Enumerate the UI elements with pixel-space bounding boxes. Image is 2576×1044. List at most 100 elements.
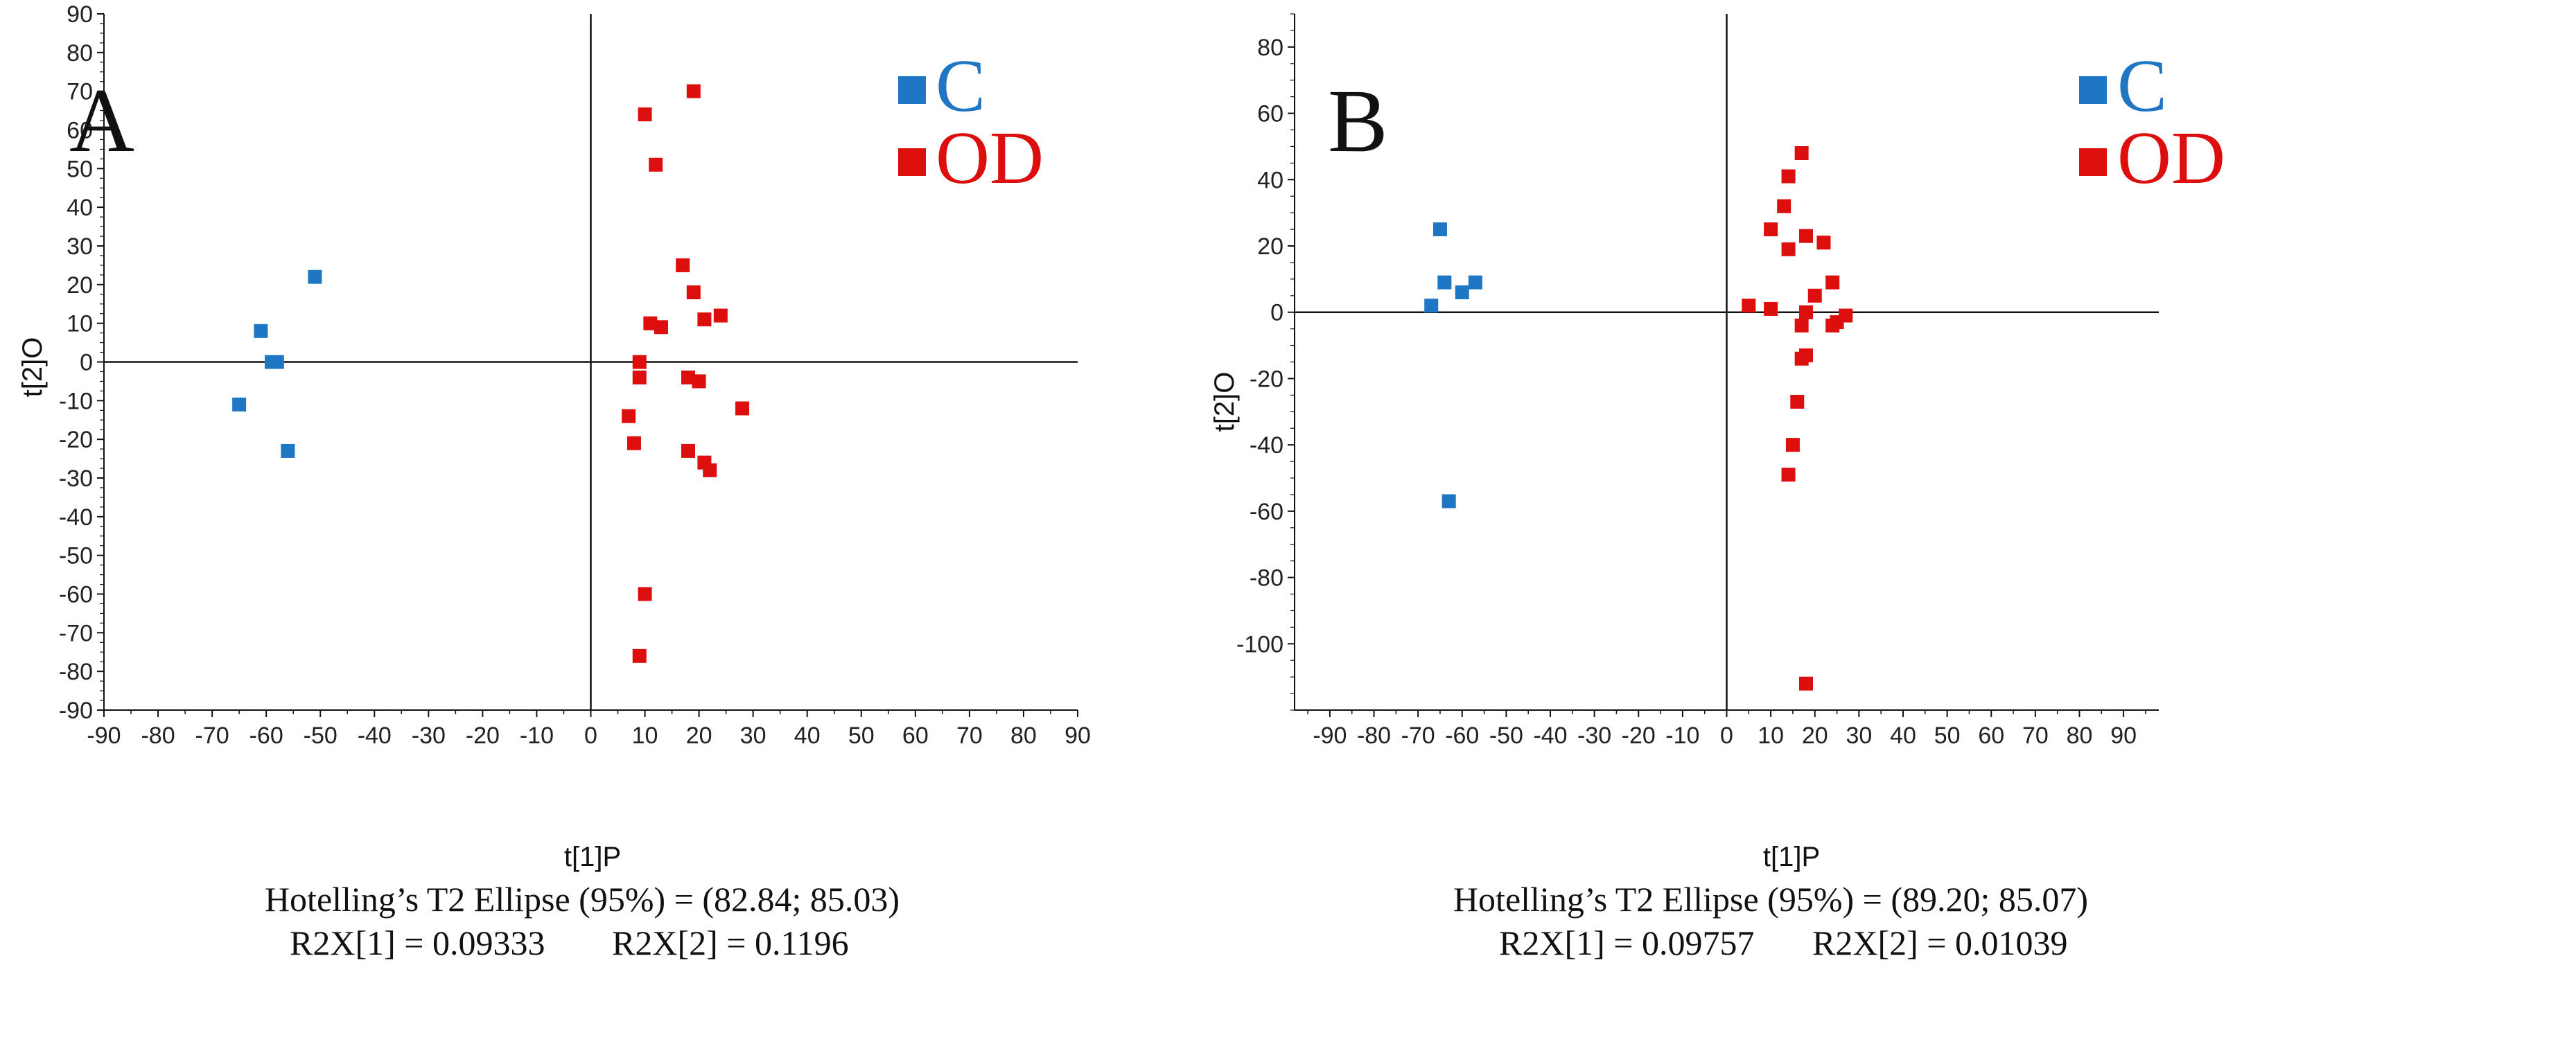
panel-b-y-tick-label: -100 [1236,631,1283,657]
panel-b-point-od [1799,348,1814,362]
panel-a-point-od [686,285,701,299]
panel-b-y-tick-label: 60 [1257,101,1283,127]
panel-a-x-tick-label: -60 [249,723,283,749]
panel-b-point-od [1825,275,1840,290]
panel-a-point-c [281,443,295,458]
panel-a-r2x2: R2X[2] = 0.1196 [612,923,849,962]
panel-b-legend-marker-od [2079,148,2107,176]
panel-b-x-tick-label: 30 [1846,723,1872,749]
panel-b-x-tick-label: -60 [1445,723,1479,749]
panel-a-point-od [681,370,695,384]
panel-a-x-tick-label: 70 [956,723,983,749]
panel-b-point-od [1764,301,1778,316]
panel-a-y-tick-label: 90 [67,1,93,28]
panel-b-x-tick-label: 60 [1978,723,2004,749]
panel-a-y-tick-label: 60 [67,118,93,144]
panel-a-x-tick-label: -30 [412,723,446,749]
panel-a-point-od [686,84,701,98]
panel-a-y-tick-label: -30 [59,466,93,492]
panel-b-x-tick-label: -90 [1313,723,1347,749]
panel-a-x-tick-label: -40 [358,723,392,749]
panel-b-x-tick-label: -20 [1622,723,1656,749]
panel-a-y-tick-label: 50 [67,156,93,182]
panel-b-x-tick-label: 70 [2022,723,2049,749]
panel-a-y-tick-label: 20 [67,272,93,299]
panel-a-x-tick-label: -50 [304,723,338,749]
panel-b-letter: B [1328,71,1388,171]
panel-a-legend-label-od: OD [936,117,1044,200]
panel-a-y-tick-label: -40 [59,504,93,531]
panel-b-y-tick-label: 0 [1270,300,1283,326]
panel-a-point-od [632,370,647,384]
panel-b-x-tick-label: 10 [1758,723,1784,749]
panel-b-x-tick-label: 40 [1890,723,1916,749]
panel-a-x-tick-label: 50 [848,723,875,749]
panel-a-letter: A [69,71,134,171]
panel-b-point-od [1839,308,1853,323]
panel-a-point-od [638,107,652,122]
panel-a-point-c [254,324,268,338]
panel-a-x-tick-label: -10 [520,723,554,749]
panel-a-point-od [638,587,652,601]
panel-b-x-tick-label: -80 [1357,723,1391,749]
panel-b-x-tick-label: 80 [2067,723,2093,749]
panel-a-point-c [232,397,247,412]
panel-a-x-tick-label: -90 [87,723,121,749]
panel-a-y-tick-label: -60 [59,582,93,608]
panel-a-point-od [643,316,658,330]
panel-a-point-od [654,320,668,335]
panel-b-plot-area: -90 -80 -70 -60 -50 -40 -30 -20 -10 0 10 20 30 40 50 60… [1236,13,2159,749]
panel-a-legend: C OD [898,45,1044,200]
panel-a-x-tick-label: -20 [466,723,500,749]
panel-b-legend-label-c: C [2117,45,2167,127]
panel-b-point-od [1799,305,1814,319]
panel-b-r2x2: R2X[2] = 0.01039 [1812,923,2067,962]
panel-b-point-c [1468,275,1482,290]
panel-b-y-axis-label: t[2]O [1209,372,1240,432]
panel-a-point-c [270,355,284,369]
panel-a-y-tick-label: -50 [59,543,93,569]
panel-b-point-c [1432,222,1447,237]
panel-b-point-c [1442,494,1456,508]
panel-a-y-tick-label: 0 [80,350,93,376]
panel-b-y-tick-label: -80 [1250,565,1283,592]
panel-b-y-tick-label: -20 [1250,366,1283,392]
panel-b-y-tick-label: 40 [1257,167,1283,193]
panel-a-point-od [627,436,641,450]
panel-b: -90 -80 -70 -60 -50 -40 -30 -20 -10 0 10 20 30 40 50 60… [1209,13,2225,962]
panel-b-legend-label-od: OD [2117,117,2225,200]
panel-b-x-tick-label: 20 [1802,723,1828,749]
panel-a-point-od [703,463,717,477]
panel-a-x-tick-label: 90 [1064,723,1091,749]
panel-a-y-tick-label: -10 [59,388,93,414]
panel-a: -90 -80 -70 -60 -50 -40 -30 -20 -10 0 10 20 30 40 50 60… [17,1,1091,962]
panel-a-y-tick-label: -80 [59,659,93,685]
panel-a-legend-marker-od [898,148,926,176]
panel-b-point-c [1455,285,1469,299]
panel-b-point-od [1790,394,1805,409]
panel-b-x-tick-label: -30 [1577,723,1611,749]
panel-a-legend-label-c: C [936,45,985,127]
panel-b-y-tick-label: -40 [1250,432,1283,459]
panel-b-point-od [1794,318,1809,333]
panel-b-point-od [1816,236,1831,250]
panel-b-y-tick-label: 20 [1257,233,1283,260]
panel-b-legend-marker-c [2079,76,2107,104]
panel-a-y-tick-label: 40 [67,195,93,221]
panel-b-point-od [1799,676,1814,691]
panel-a-point-od [676,258,690,272]
panel-a-x-tick-label: -70 [195,723,229,749]
panel-a-x-tick-label: 40 [794,723,821,749]
panel-b-x-tick-label: -40 [1533,723,1567,749]
panel-a-point-od [632,648,647,663]
panel-b-point-od [1785,438,1800,452]
panel-a-y-tick-label: -20 [59,427,93,453]
panel-a-plot-area: -90 -80 -70 -60 -50 -40 -30 -20 -10 0 10 20 30 40 50 60… [59,1,1091,749]
panel-a-x-tick-label: 0 [584,723,597,749]
panel-a-y-axis-label: t[2]O [17,337,48,398]
panel-a-y-tick-label: 70 [67,79,93,105]
panel-a-y-tick-label: 80 [67,40,93,67]
panel-a-point-c [308,269,322,284]
panel-a-point-od [697,312,712,327]
panel-b-point-od [1807,288,1822,303]
